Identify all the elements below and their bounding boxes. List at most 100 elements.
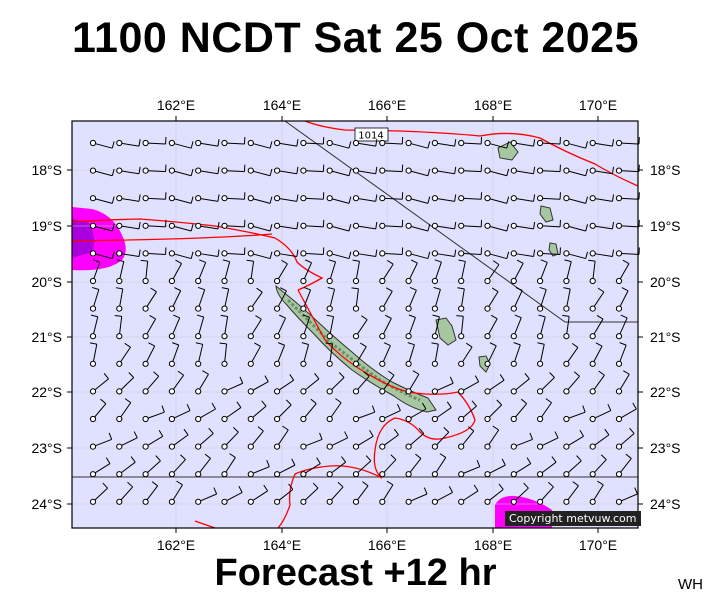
wind-barb-station — [510, 471, 517, 478]
wind-barb-staff — [95, 143, 113, 149]
wind-barb-staff — [119, 316, 123, 334]
wind-barb-feather — [629, 427, 635, 434]
wind-barb-station — [142, 443, 149, 450]
wind-barb-station — [300, 250, 307, 257]
wind-barb-staff — [514, 263, 524, 279]
wind-barb-feather — [533, 194, 536, 202]
wind-barb-station — [589, 195, 596, 202]
wind-barb-staff — [437, 170, 455, 175]
wind-barb-staff — [593, 345, 603, 362]
wind-barb-station — [274, 195, 281, 202]
wind-barb-staff — [409, 458, 422, 473]
lat-tick-label: 23°S — [31, 440, 62, 456]
wind-barb-station — [537, 167, 544, 174]
wind-barb-station — [352, 471, 360, 478]
wind-barb-station — [300, 415, 307, 423]
wind-barb-staff — [435, 261, 442, 279]
wind-barb-feather — [611, 166, 615, 174]
wind-barb-station — [221, 333, 228, 340]
wind-barb-station — [89, 443, 97, 450]
wind-barb-station — [379, 360, 386, 367]
wind-barb-staff — [461, 288, 465, 307]
wind-barb-staff — [357, 319, 368, 335]
wind-barb-staff — [541, 486, 554, 501]
wind-barb-staff — [200, 142, 219, 147]
wind-barb-station — [589, 415, 596, 423]
wind-barb-feather — [410, 259, 418, 264]
wind-barb-feather — [386, 480, 394, 486]
wind-barb-feather — [476, 460, 481, 467]
wind-barb-feather — [114, 314, 122, 317]
wind-barb-station — [431, 277, 438, 285]
wind-barb-station — [379, 498, 386, 505]
wind-barb-staff — [593, 374, 605, 390]
wind-barb-feather — [533, 139, 536, 147]
wind-barb-staff — [200, 170, 219, 175]
wind-barb-feather — [611, 221, 615, 230]
wind-barb-staff — [120, 346, 131, 362]
wind-barb-feather — [263, 484, 268, 492]
wind-barb-staff — [355, 261, 360, 279]
wind-barb-feather — [348, 196, 352, 204]
wind-barb-feather — [124, 398, 132, 404]
wind-barb-station — [615, 498, 623, 505]
wind-barb-station — [274, 139, 281, 147]
wind-barb-feather — [489, 342, 497, 347]
wind-barb-staff — [488, 404, 502, 418]
wind-barb-staff — [619, 290, 629, 307]
wind-barb-station — [405, 250, 412, 257]
wind-barb-staff — [619, 317, 628, 335]
wind-barb-staff — [568, 143, 586, 149]
wind-barb-staff — [463, 170, 482, 173]
wind-barb-feather — [93, 259, 101, 263]
wind-barb-feather — [506, 224, 510, 232]
wind-barb-feather — [213, 487, 218, 495]
wind-barb-staff — [119, 261, 125, 279]
wind-barb-station — [510, 222, 517, 229]
wind-barb-staff — [488, 318, 498, 335]
wind-barb-station — [510, 195, 517, 202]
wind-barb-staff — [542, 253, 561, 255]
axis-ticks — [67, 116, 643, 533]
wind-barb-feather — [471, 400, 477, 407]
wind-barb-feather — [585, 141, 589, 149]
lon-axis-bottom: 162°E 164°E 166°E 168°E 170°E — [157, 537, 617, 553]
wind-barb-staff — [148, 170, 166, 173]
wind-barb-staff — [592, 261, 596, 279]
wind-barb-station — [142, 305, 149, 312]
wind-barb-staff — [515, 487, 529, 501]
wind-barb-feather — [177, 370, 184, 376]
wind-barb-staff — [329, 289, 336, 307]
wind-barb-feather — [433, 286, 441, 290]
wind-barb-station — [168, 139, 175, 147]
wind-barb-station — [405, 388, 412, 395]
wind-barb-staff — [224, 261, 231, 279]
wind-barb-staff — [516, 253, 534, 258]
lat-tick-label: 19°S — [650, 218, 681, 234]
wind-barb-station — [274, 498, 281, 505]
wind-barb-staff — [489, 143, 507, 149]
wind-barb-station — [563, 471, 570, 478]
wind-barb-staff — [305, 378, 320, 391]
wind-barb-feather — [151, 481, 158, 487]
wind-barb-staff — [305, 142, 324, 145]
wind-barb-feather — [623, 370, 630, 375]
wind-barb-station — [615, 443, 623, 450]
wind-barb-feather — [261, 400, 267, 407]
wind-barb-staff — [383, 291, 393, 307]
wind-barb-staff — [410, 143, 429, 149]
wind-barb-feather — [465, 342, 473, 348]
wind-barb-feather — [415, 453, 422, 459]
wind-barb-feather — [140, 259, 148, 262]
wind-barb-staff — [384, 142, 403, 145]
wind-barb-station — [379, 277, 386, 285]
wind-barb-station — [484, 250, 491, 257]
wind-barb-staff — [148, 142, 166, 145]
wind-barb-staff — [489, 379, 505, 391]
wind-barb-feather — [634, 487, 638, 495]
wind-barb-station — [458, 305, 465, 312]
wind-barb-feather — [499, 374, 505, 381]
wind-barb-feather — [310, 398, 317, 405]
wind-barb-staff — [621, 197, 639, 200]
wind-barb-station — [89, 139, 97, 147]
